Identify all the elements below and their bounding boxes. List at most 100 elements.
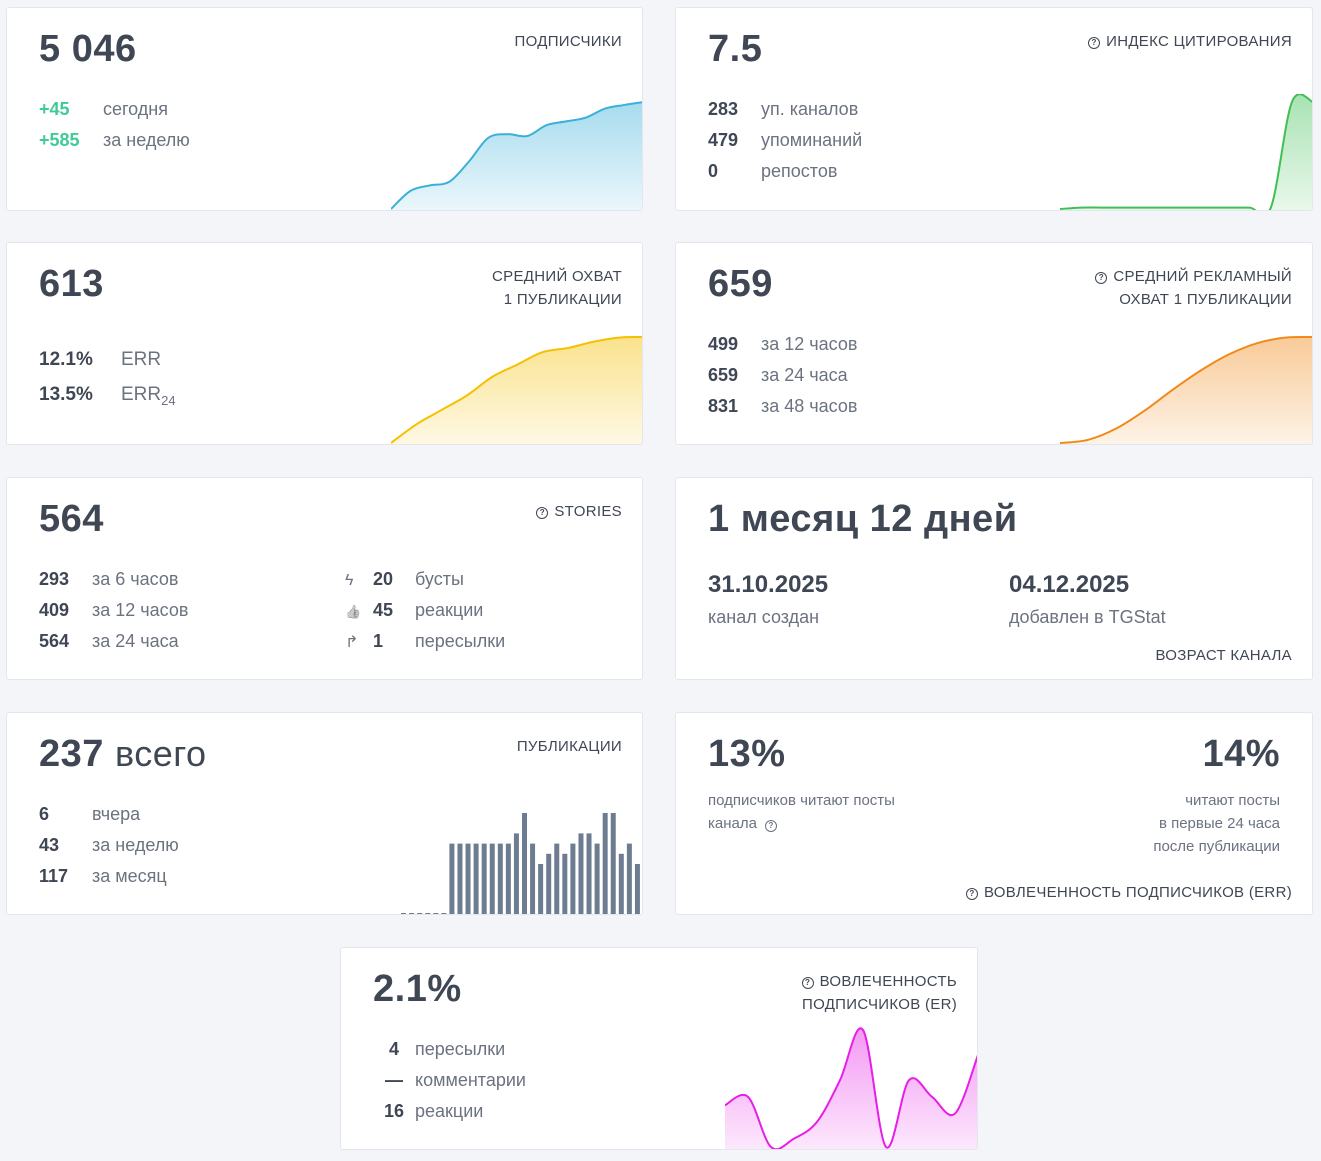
posts-bar <box>586 833 592 914</box>
added-date: 04.12.2025 <box>1009 571 1130 598</box>
posts-bar <box>570 843 576 914</box>
posts-bar <box>449 843 455 914</box>
age-card[interactable]: 1 месяц 12 дней 31.10.2025 канал создан … <box>675 477 1313 680</box>
ad-reach-chart <box>1060 335 1312 444</box>
subscribers-line <box>391 101 642 210</box>
subscribers-card[interactable]: 5 046 ПОДПИСЧИКИ +45 сегодня +585 за недел… <box>6 7 643 211</box>
reach-area <box>391 337 642 444</box>
err-title: ? ВОВЛЕЧЕННОСТЬ ПОДПИСЧИКОВ (ERR) <box>965 881 1292 904</box>
err-left-value: 13% <box>708 733 786 775</box>
err-right-value: 14% <box>1202 733 1280 775</box>
created-label: канал создан <box>708 607 820 627</box>
forward-icon: ↱ <box>345 634 359 651</box>
er-reactions: 16 реакции <box>383 1101 484 1121</box>
stories-card[interactable]: 564 ? STORIES 293 за 6 часов 409 за 12 часо… <box>6 477 643 680</box>
citation-line <box>1060 94 1312 210</box>
posts-bar <box>594 843 600 914</box>
help-icon[interactable]: ? <box>764 820 777 832</box>
stories-reactions: 👍 45 реакции <box>345 599 483 623</box>
thumbs-up-icon: 👍 <box>345 604 362 619</box>
age-value: 1 месяц 12 дней <box>708 498 1018 540</box>
posts-title: ПУБЛИКАЦИИ <box>516 738 622 755</box>
reach-card[interactable]: 613 СРЕДНИЙ ОХВАТ 1 ПУБЛИКАЦИИ 12.1% ERR 1… <box>6 242 643 445</box>
reach-err24: 13.5% ERR24 <box>39 384 176 408</box>
ad-reach-card[interactable]: 659 ? СРЕДНИЙ РЕКЛАМНЫЙ ОХВАТ 1 ПУБЛИКАЦИИ… <box>675 242 1313 445</box>
help-icon[interactable]: ? <box>536 507 549 519</box>
posts-bar <box>409 913 415 914</box>
help-icon[interactable]: ? <box>1088 37 1101 49</box>
posts-bar <box>473 843 479 914</box>
posts-bar <box>425 913 431 914</box>
posts-card[interactable]: 237 всего ПУБЛИКАЦИИ 6 вчера 43 за неделю … <box>6 712 643 915</box>
ad-reach-title: ? СРЕДНИЙ РЕКЛАМНЫЙ ОХВАТ 1 ПУБЛИКАЦИИ <box>1095 265 1292 311</box>
posts-bar <box>522 813 527 914</box>
citation-card[interactable]: 7.5 ? ИНДЕКС ЦИТИРОВАНИЯ 283 уп. каналов 4… <box>675 7 1313 211</box>
age-title: ВОЗРАСТ КАНАЛА <box>1155 647 1292 664</box>
err-left-caption: подписчиков читают посты канала? <box>708 792 895 832</box>
posts-bar <box>481 843 487 914</box>
citation-mentions: 479 упоминаний <box>708 130 863 150</box>
added-label: добавлен в TGStat <box>1009 607 1166 627</box>
reach-line <box>391 336 642 444</box>
posts-week: 43 за неделю <box>39 835 179 855</box>
posts-chart <box>401 813 640 914</box>
er-title: ? ВОВЛЕЧЕННОСТЬ ПОДПИСЧИКОВ (ER) <box>801 973 957 1013</box>
subscribers-area <box>391 102 642 210</box>
help-icon[interactable]: ? <box>965 888 978 900</box>
citation-value: 7.5 <box>708 28 763 70</box>
ad-reach-12h: 499 за 12 часов <box>708 334 858 354</box>
posts-bar <box>538 864 544 914</box>
posts-bar <box>433 913 439 914</box>
citation-title: ? ИНДЕКС ЦИТИРОВАНИЯ <box>1088 30 1292 53</box>
er-comments: — комментарии <box>385 1070 526 1090</box>
posts-bar <box>489 843 495 914</box>
stories-24h: 564 за 24 часа <box>39 631 179 651</box>
er-forwards: 4 пересылки <box>388 1039 506 1059</box>
ad-reach-48h: 831 за 48 часов <box>708 396 858 416</box>
stories-title: ? STORIES <box>536 500 622 523</box>
er-card[interactable]: 2.1% ? ВОВЛЕЧЕННОСТЬ ПОДПИСЧИКОВ (ER) 4 пер… <box>340 947 978 1150</box>
posts-bar <box>513 833 519 914</box>
posts-bar <box>530 843 536 914</box>
err-card[interactable]: 13% 14% подписчиков читают посты канала? … <box>675 712 1313 915</box>
posts-bar <box>610 813 616 914</box>
err-right-caption: читают посты в первые 24 часа после публик… <box>1153 792 1280 855</box>
subscribers-week: +585 за неделю <box>39 130 190 150</box>
posts-bar <box>401 913 406 914</box>
boost-icon: ϟ <box>345 572 354 589</box>
posts-bar <box>602 813 608 914</box>
posts-bar <box>618 853 624 914</box>
stories-12h: 409 за 12 часов <box>39 600 189 620</box>
posts-bar <box>626 843 632 914</box>
posts-yesterday: 6 вчера <box>39 804 141 824</box>
help-icon[interactable]: ? <box>801 977 814 989</box>
reach-err: 12.1% ERR <box>39 349 162 370</box>
posts-value: 237 всего <box>39 733 207 775</box>
er-line <box>725 1027 977 1149</box>
stories-boosts: ϟ 20 бусты <box>345 568 464 592</box>
posts-bar <box>554 843 560 914</box>
reach-value: 613 <box>39 263 104 305</box>
posts-bar <box>562 853 568 914</box>
posts-month: 117 за месяц <box>39 866 167 886</box>
ad-reach-24h: 659 за 24 часа <box>708 365 848 385</box>
posts-bar <box>634 864 640 914</box>
stories-value: 564 <box>39 498 104 540</box>
subscribers-today: +45 сегодня <box>39 99 168 119</box>
citation-area <box>1060 94 1312 210</box>
citation-reposts: 0 репостов <box>708 161 838 181</box>
ad-reach-value: 659 <box>708 263 773 305</box>
citation-channels: 283 уп. каналов <box>708 99 859 119</box>
posts-bar <box>417 913 423 914</box>
created-date: 31.10.2025 <box>708 571 829 598</box>
help-icon[interactable]: ? <box>1095 272 1108 284</box>
posts-bar <box>578 833 584 914</box>
posts-bar <box>546 853 552 914</box>
subscribers-value: 5 046 <box>39 28 137 70</box>
subscribers-title: ПОДПИСЧИКИ <box>514 33 622 50</box>
posts-bar <box>505 843 511 914</box>
posts-bar <box>457 843 463 914</box>
posts-bar <box>497 843 503 914</box>
posts-bar <box>441 913 447 914</box>
posts-bar <box>465 843 471 914</box>
